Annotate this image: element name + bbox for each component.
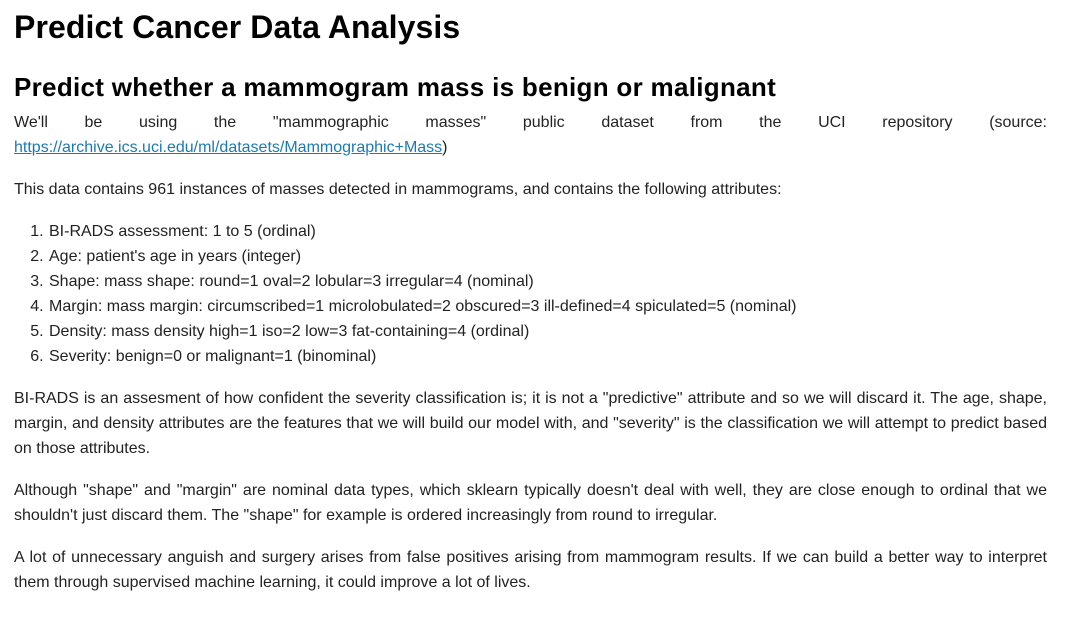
list-item: Age: patient's age in years (integer) (48, 244, 1047, 269)
notebook-page: Predict Cancer Data Analysis Predict whe… (0, 0, 1074, 595)
list-item: BI-RADS assessment: 1 to 5 (ordinal) (48, 219, 1047, 244)
intro-text: We'll be using the "mammographic masses"… (14, 114, 1047, 131)
list-item: Density: mass density high=1 iso=2 low=3… (48, 319, 1047, 344)
list-item: Shape: mass shape: round=1 oval=2 lobula… (48, 269, 1047, 294)
page-title: Predict Cancer Data Analysis (14, 9, 461, 45)
shape-margin-paragraph: Although "shape" and "margin" are nomina… (14, 482, 1047, 524)
attribute-list: BI-RADS assessment: 1 to 5 (ordinal) Age… (14, 219, 1047, 369)
data-description: This data contains 961 instances of mass… (14, 181, 782, 198)
page-subtitle: Predict whether a mammogram mass is beni… (14, 72, 777, 102)
list-item: Severity: benign=0 or malignant=1 (binom… (48, 344, 1047, 369)
list-item: Margin: mass margin: circumscribed=1 mic… (48, 294, 1047, 319)
birads-paragraph: BI-RADS is an assesment of how confident… (14, 390, 1047, 457)
intro-text-end: ) (442, 139, 448, 156)
dataset-source-link[interactable]: https://archive.ics.uci.edu/ml/datasets/… (14, 139, 443, 156)
motivation-paragraph: A lot of unnecessary anguish and surgery… (14, 549, 1047, 591)
intro-paragraph: We'll be using the "mammographic masses"… (14, 110, 1047, 160)
